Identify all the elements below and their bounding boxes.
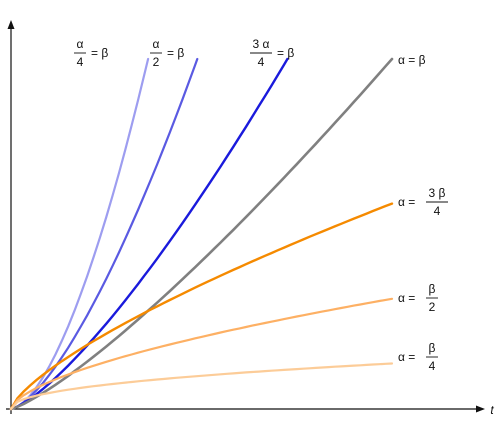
series-label-denominator: 4 bbox=[434, 204, 441, 218]
series-layer bbox=[9, 57, 394, 411]
axes: t bbox=[6, 20, 494, 417]
series-label-b34: α = 3 β 4 bbox=[398, 186, 448, 218]
series-label-b2: α = β 2 bbox=[398, 282, 438, 314]
series-line-a34 bbox=[9, 57, 289, 411]
series-label-numerator: β bbox=[429, 341, 436, 355]
series-label-text: α = β bbox=[398, 53, 426, 67]
series-line-a2 bbox=[9, 57, 199, 411]
series-label-numerator: α bbox=[153, 37, 160, 51]
series-label-denominator: 4 bbox=[77, 55, 84, 69]
series-label-b4: α = β 4 bbox=[398, 341, 438, 373]
series-label-rhs: = β bbox=[91, 46, 108, 60]
series-label-rhs: = β bbox=[277, 46, 294, 60]
series-label-a4: α 4 = β bbox=[74, 37, 108, 69]
series-label-lhs: α = bbox=[398, 195, 415, 209]
series-line-b4 bbox=[9, 362, 394, 411]
series-line-b34 bbox=[9, 202, 394, 411]
series-label-lhs: α = bbox=[398, 291, 415, 305]
series-label-numerator: α bbox=[77, 37, 84, 51]
series-label-numerator: β bbox=[429, 282, 436, 296]
series-label-eq: α = β bbox=[398, 53, 426, 67]
series-line-b2 bbox=[9, 297, 394, 411]
series-label-lhs: α = bbox=[398, 350, 415, 364]
label-layer: α 4 = β α 2 = β 3 α 4 = β α = β α = 3 β 4 α = β 2 α = β 4 bbox=[74, 37, 448, 373]
series-label-denominator: 2 bbox=[429, 300, 436, 314]
y-axis-arrow bbox=[7, 20, 15, 29]
series-label-denominator: 4 bbox=[258, 55, 265, 69]
series-label-numerator: 3 β bbox=[429, 186, 446, 200]
series-label-a2: α 2 = β bbox=[150, 37, 184, 69]
series-label-rhs: = β bbox=[167, 46, 184, 60]
x-axis-arrow bbox=[476, 405, 485, 413]
series-label-denominator: 2 bbox=[153, 55, 160, 69]
x-axis-label: t bbox=[490, 403, 494, 417]
series-label-denominator: 4 bbox=[429, 359, 436, 373]
series-label-a34: 3 α 4 = β bbox=[250, 37, 294, 69]
series-label-numerator: 3 α bbox=[253, 37, 270, 51]
